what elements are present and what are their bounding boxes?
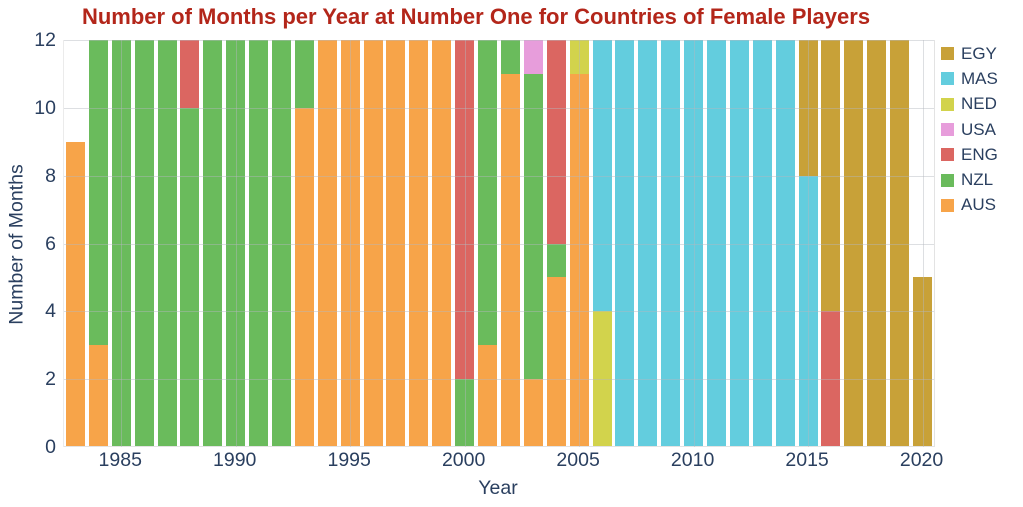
bar-segment-MAS-2014 bbox=[775, 40, 795, 447]
legend-item-AUS[interactable]: AUS bbox=[941, 193, 998, 218]
bar-segment-AUS-1996 bbox=[363, 40, 383, 447]
bar-segment-NZL-1986 bbox=[134, 40, 154, 447]
bar-segment-EGY-2019 bbox=[890, 40, 910, 447]
legend-item-MAS[interactable]: MAS bbox=[941, 66, 998, 91]
x-tick-label-2015: 2015 bbox=[785, 449, 829, 471]
bar-segment-NZL-2000 bbox=[455, 379, 475, 447]
legend-item-NED[interactable]: NED bbox=[941, 92, 998, 117]
legend-swatch-NZL bbox=[941, 173, 954, 187]
bar-segment-EGY-2015 bbox=[798, 40, 818, 176]
legend-label-AUS: AUS bbox=[961, 195, 996, 215]
bar-segment-NZL-1990 bbox=[226, 40, 246, 447]
bar-segment-NZL-2001 bbox=[478, 40, 498, 346]
bar-segment-EGY-2020 bbox=[913, 277, 933, 447]
bar-segment-AUS-1999 bbox=[432, 40, 452, 447]
legend-swatch-NED bbox=[941, 97, 954, 111]
bar-segment-MAS-2012 bbox=[729, 40, 749, 447]
x-tick-label-1995: 1995 bbox=[327, 449, 371, 471]
bar-segment-NZL-1984 bbox=[88, 40, 108, 346]
x-tick-label-2005: 2005 bbox=[556, 449, 600, 471]
legend-label-EGY: EGY bbox=[961, 43, 997, 63]
bar-segment-NZL-1988 bbox=[180, 107, 200, 447]
legend-item-ENG[interactable]: ENG bbox=[941, 142, 998, 167]
legend-item-USA[interactable]: USA bbox=[941, 117, 998, 142]
legend: EGY MAS NED USA ENG NZL AUS bbox=[941, 41, 998, 218]
legend-swatch-EGY bbox=[941, 47, 954, 61]
legend-label-NED: NED bbox=[961, 94, 997, 114]
x-tick-label-2000: 2000 bbox=[441, 449, 486, 471]
bar-segment-NZL-1987 bbox=[157, 40, 177, 447]
bar-segment-MAS-2013 bbox=[752, 40, 772, 447]
bar-segment-AUS-1998 bbox=[409, 40, 429, 447]
plot-area bbox=[63, 40, 935, 447]
bar-segment-NZL-1985 bbox=[111, 40, 131, 447]
bar-segment-AUS-1995 bbox=[340, 40, 360, 447]
bar-segment-MAS-2006 bbox=[592, 40, 612, 312]
bar-segment-NZL-2002 bbox=[500, 40, 520, 74]
y-tick-label-4: 4 bbox=[45, 300, 56, 323]
legend-swatch-MAS bbox=[941, 72, 954, 86]
bar-segment-EGY-2017 bbox=[844, 40, 864, 447]
legend-label-USA: USA bbox=[961, 119, 996, 139]
bar-segment-NZL-2004 bbox=[546, 243, 566, 278]
bar-segment-MAS-2015 bbox=[798, 175, 818, 447]
legend-swatch-AUS bbox=[941, 198, 954, 212]
bar-segment-NZL-1989 bbox=[203, 40, 223, 447]
bar-segment-AUS-2003 bbox=[523, 379, 543, 447]
legend-label-ENG: ENG bbox=[961, 144, 998, 164]
bar-segment-MAS-2010 bbox=[684, 40, 704, 447]
bar-segment-AUS-2001 bbox=[478, 345, 498, 447]
y-tick-label-0: 0 bbox=[45, 436, 56, 458]
bars-layer bbox=[64, 40, 934, 447]
x-tick-label-1985: 1985 bbox=[98, 449, 142, 471]
bar-segment-AUS-1994 bbox=[317, 40, 337, 447]
legend-swatch-ENG bbox=[941, 148, 954, 162]
y-tick-label-6: 6 bbox=[45, 232, 56, 255]
bar-segment-MAS-2011 bbox=[707, 40, 726, 447]
bar-segment-AUS-1984 bbox=[88, 345, 108, 447]
bar-segment-EGY-2016 bbox=[821, 40, 841, 312]
x-axis-title: Year bbox=[478, 477, 518, 499]
legend-label-NZL: NZL bbox=[961, 170, 994, 190]
bar-segment-EGY-2018 bbox=[867, 40, 887, 447]
bar-segment-AUS-2002 bbox=[500, 73, 520, 447]
bar-segment-NZL-1993 bbox=[294, 40, 314, 108]
bar-segment-NZL-1992 bbox=[272, 40, 291, 447]
x-tick-label-2020: 2020 bbox=[899, 449, 944, 471]
y-tick-label-2: 2 bbox=[45, 368, 56, 391]
bar-segment-MAS-2008 bbox=[638, 40, 658, 447]
bar-segment-AUS-2004 bbox=[546, 277, 566, 447]
y-tick-label-10: 10 bbox=[34, 96, 56, 119]
bar-segment-NED-2006 bbox=[592, 311, 612, 447]
x-tick-label-1990: 1990 bbox=[213, 449, 257, 471]
x-tick-label-2010: 2010 bbox=[670, 449, 715, 471]
bar-segment-ENG-2004 bbox=[546, 40, 566, 244]
bar-segment-AUS-1993 bbox=[294, 107, 314, 447]
chart-title: Number of Months per Year at Number One … bbox=[81, 4, 871, 29]
legend-item-EGY[interactable]: EGY bbox=[941, 41, 998, 66]
bar-segment-AUS-1983 bbox=[65, 141, 85, 447]
legend-swatch-USA bbox=[941, 123, 954, 137]
legend-label-MAS: MAS bbox=[961, 68, 998, 88]
bar-segment-MAS-2009 bbox=[661, 40, 681, 447]
bar-segment-USA-2003 bbox=[523, 40, 543, 74]
y-axis-title: Number of Months bbox=[5, 164, 28, 325]
bar-segment-NZL-1991 bbox=[249, 40, 269, 447]
bar-segment-MAS-2007 bbox=[615, 40, 635, 447]
bar-segment-AUS-2005 bbox=[569, 73, 589, 447]
bar-segment-ENG-1988 bbox=[180, 40, 200, 108]
bar-segment-ENG-2016 bbox=[821, 311, 841, 447]
bar-segment-NED-2005 bbox=[569, 40, 589, 74]
bar-segment-AUS-1997 bbox=[386, 40, 406, 447]
bar-segment-NZL-2003 bbox=[523, 73, 543, 380]
y-tick-label-12: 12 bbox=[34, 29, 56, 51]
legend-item-NZL[interactable]: NZL bbox=[941, 167, 998, 192]
y-tick-label-8: 8 bbox=[45, 164, 56, 187]
bar-segment-ENG-2000 bbox=[455, 40, 475, 380]
